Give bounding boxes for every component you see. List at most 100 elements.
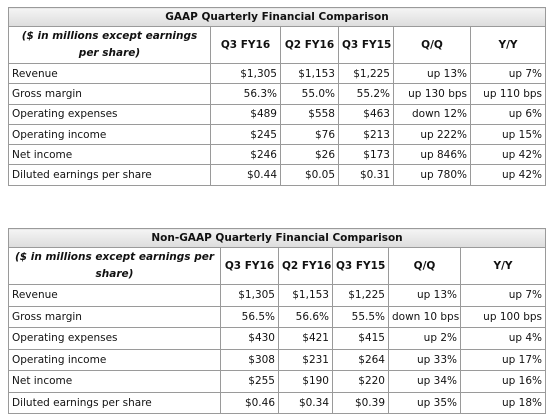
cell: 56.6% xyxy=(278,305,333,328)
column-header: ($ in millions except earnings per share… xyxy=(8,247,221,285)
column-header: Y/Y xyxy=(459,247,547,285)
cell: up 13% xyxy=(393,62,471,85)
table-title: GAAP Quarterly Financial Comparison xyxy=(7,7,547,27)
cell: up 780% xyxy=(393,164,471,186)
title-row: GAAP Quarterly Financial Comparison xyxy=(7,7,547,27)
column-header: Y/Y xyxy=(469,26,547,64)
data-row: Net income $246 $26 $173 up 846% up 42% xyxy=(8,144,547,166)
cell: $308 xyxy=(220,348,279,371)
cell: up 17% xyxy=(459,348,547,371)
cell: $1,305 xyxy=(210,62,281,85)
row-label: Diluted earnings per share xyxy=(8,391,221,414)
data-row: Diluted earnings per share $0.46 $0.34 $0.3… xyxy=(8,391,547,414)
data-row: Gross margin 56.5% 56.6% 55.5% down 10 bps up… xyxy=(8,305,547,328)
cell: $1,153 xyxy=(280,62,339,85)
cell: $173 xyxy=(338,144,394,166)
data-row: Diluted earnings per share $0.44 $0.05 $0.3… xyxy=(8,164,547,186)
row-label: Net income xyxy=(8,370,221,393)
header-row: ($ in millions except earnings per share… xyxy=(8,247,547,285)
cell: $0.34 xyxy=(278,391,333,414)
cell: $231 xyxy=(278,348,333,371)
column-header: Q/Q xyxy=(393,26,471,64)
cell: $1,305 xyxy=(220,284,279,307)
row-label: Operating income xyxy=(8,348,221,371)
row-label: Operating expenses xyxy=(8,103,211,125)
data-row: Revenue $1,305 $1,153 $1,225 up 13% up 7% xyxy=(8,284,547,307)
cell: $0.39 xyxy=(332,391,389,414)
cell: up 15% xyxy=(469,123,547,146)
data-row: Operating income $245 $76 $213 up 222% up 15% xyxy=(8,123,547,146)
cell: $26 xyxy=(280,144,339,166)
column-header: Q3 FY15 xyxy=(338,26,394,64)
cell: 56.3% xyxy=(210,83,281,105)
cell: 56.5% xyxy=(220,305,279,328)
financial-table: Non-GAAP Quarterly Financial Comparison(… xyxy=(7,228,547,414)
cell: up 6% xyxy=(469,103,547,125)
data-row: Net income $255 $190 $220 up 34% up 16% xyxy=(8,370,547,393)
cell: $489 xyxy=(210,103,281,125)
financial-table: GAAP Quarterly Financial Comparison ($ in… xyxy=(7,7,547,186)
cell: up 100 bps xyxy=(459,305,547,328)
row-label: Diluted earnings per share xyxy=(8,164,211,186)
column-header: Q3 FY15 xyxy=(332,247,389,285)
cell: up 16% xyxy=(459,370,547,393)
cell: up 222% xyxy=(393,123,471,146)
row-label: Operating income xyxy=(8,123,211,146)
title-row: Non-GAAP Quarterly Financial Comparison xyxy=(7,228,547,248)
cell: down 10 bps xyxy=(388,305,461,328)
cell: $463 xyxy=(338,103,394,125)
cell: up 42% xyxy=(469,164,547,186)
cell: $245 xyxy=(210,123,281,146)
cell: up 35% xyxy=(388,391,461,414)
table-title: Non-GAAP Quarterly Financial Comparison xyxy=(7,228,547,248)
cell: $76 xyxy=(280,123,339,146)
cell: up 42% xyxy=(469,144,547,166)
cell: $1,225 xyxy=(338,62,394,85)
row-label: Gross margin xyxy=(8,305,221,328)
column-header: ($ in millions except earnings per share… xyxy=(8,26,211,64)
cell: $190 xyxy=(278,370,333,393)
row-label: Revenue xyxy=(8,62,211,85)
column-header: Q3 FY16 xyxy=(210,26,281,64)
cell: up 33% xyxy=(388,348,461,371)
data-row: Operating expenses $430 $421 $415 up 2% up 4% xyxy=(8,327,547,350)
cell: $415 xyxy=(332,327,389,350)
cell: $246 xyxy=(210,144,281,166)
column-header: Q2 FY16 xyxy=(280,26,339,64)
cell: up 34% xyxy=(388,370,461,393)
cell: $220 xyxy=(332,370,389,393)
cell: up 846% xyxy=(393,144,471,166)
cell: up 7% xyxy=(469,62,547,85)
cell: $0.05 xyxy=(280,164,339,186)
cell: up 18% xyxy=(459,391,547,414)
cell: 55.0% xyxy=(280,83,339,105)
cell: 55.2% xyxy=(338,83,394,105)
cell: $1,225 xyxy=(332,284,389,307)
cell: $558 xyxy=(280,103,339,125)
row-label: Gross margin xyxy=(8,83,211,105)
data-row: Revenue $1,305 $1,153 $1,225 up 13% up 7% xyxy=(8,62,547,85)
column-header: Q2 FY16 xyxy=(278,247,333,285)
cell: up 110 bps xyxy=(469,83,547,105)
row-label: Net income xyxy=(8,144,211,166)
row-label: Operating expenses xyxy=(8,327,221,350)
row-label: Revenue xyxy=(8,284,221,307)
cell: $421 xyxy=(278,327,333,350)
cell: up 13% xyxy=(388,284,461,307)
data-row: Operating income $308 $231 $264 up 33% up 17% xyxy=(8,348,547,371)
data-row: Gross margin 56.3% 55.0% 55.2% up 130 bps up … xyxy=(8,83,547,105)
column-header: Q/Q xyxy=(388,247,461,285)
cell: $1,153 xyxy=(278,284,333,307)
cell: up 2% xyxy=(388,327,461,350)
cell: $0.46 xyxy=(220,391,279,414)
cell: up 4% xyxy=(459,327,547,350)
cell: $430 xyxy=(220,327,279,350)
cell: down 12% xyxy=(393,103,471,125)
cell: $0.31 xyxy=(338,164,394,186)
cell: up 130 bps xyxy=(393,83,471,105)
data-row: Operating expenses $489 $558 $463 down 12% up… xyxy=(8,103,547,125)
cell: $255 xyxy=(220,370,279,393)
cell: $213 xyxy=(338,123,394,146)
cell: $264 xyxy=(332,348,389,371)
cell: 55.5% xyxy=(332,305,389,328)
